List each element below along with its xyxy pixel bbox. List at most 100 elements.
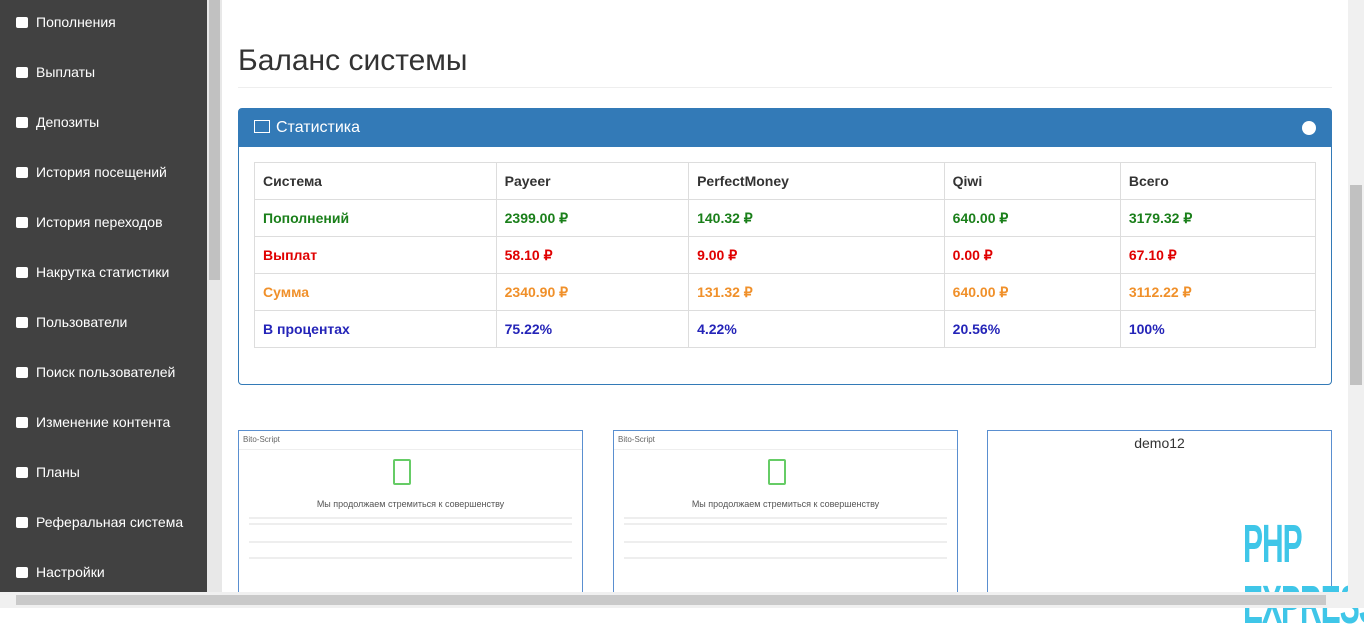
menu-icon <box>16 167 28 178</box>
menu-item[interactable]: Накрутка статистики <box>16 262 169 282</box>
table-cell: 2340.90 ₽ <box>495 273 690 311</box>
thumb-line <box>624 517 947 519</box>
thumb-line <box>249 523 572 525</box>
header-cell: PerfectMoney <box>688 162 945 200</box>
table-cell: 75.22% <box>495 310 690 348</box>
table-header: Система Payeer PerfectMoney Qiwi Всего <box>254 162 1317 200</box>
divider <box>238 87 1332 88</box>
table-cell: В процентах <box>254 310 497 348</box>
menu-icon <box>16 467 28 478</box>
menu-label: Накрутка статистики <box>36 264 170 280</box>
menu-label: Поиск пользователей <box>36 364 176 380</box>
menu-icon <box>16 317 28 328</box>
header-cell: Payeer <box>495 162 690 200</box>
menu-label: Выплаты <box>36 64 96 80</box>
menu-item[interactable]: Настройки <box>16 562 105 582</box>
header-cell: Система <box>254 162 497 200</box>
table-cell: 67.10 ₽ <box>1119 236 1317 274</box>
table-cell: Выплат <box>254 236 497 274</box>
menu-label: Пользователи <box>36 314 128 330</box>
menu-icon <box>16 17 28 28</box>
menu-icon <box>16 217 28 228</box>
table-cell: 140.32 ₽ <box>688 199 945 237</box>
menu-item[interactable]: Пользователи <box>16 312 127 332</box>
panel-header: Статистика <box>239 109 1331 147</box>
table-cell: 131.32 ₽ <box>688 273 945 311</box>
thumb-line <box>249 557 572 559</box>
thumb-line <box>624 523 947 525</box>
menu-icon <box>16 417 28 428</box>
thumb-line <box>624 541 947 543</box>
thumbnail[interactable]: Bito-Script Мы продолжаем стремиться к со… <box>613 430 958 594</box>
panel-title: Статистика <box>276 119 361 136</box>
menu-item[interactable]: Депозиты <box>16 112 99 132</box>
image-alt: demo12 <box>1134 435 1185 451</box>
table-cell: 58.10 ₽ <box>495 236 690 274</box>
menu-item[interactable]: История посещений <box>16 162 167 182</box>
thumb-headline: Мы продолжаем стремиться к совершенству <box>691 499 880 509</box>
menu-item[interactable]: Планы <box>16 462 80 482</box>
table-cell: 640.00 ₽ <box>943 273 1121 311</box>
table-cell: 3179.32 ₽ <box>1119 199 1317 237</box>
menu-label: Планы <box>36 464 80 480</box>
table-row: Пополнений 2399.00 ₽140.32 ₽640.00 ₽3179.… <box>254 199 1317 237</box>
thumb-headline: Мы продолжаем стремиться к совершенству <box>316 499 505 509</box>
menu-icon <box>16 517 28 528</box>
menu-item[interactable]: Изменение контента <box>16 412 170 432</box>
menu-item[interactable]: Поиск пользователей <box>16 362 175 382</box>
header-cell: Qiwi <box>943 162 1121 200</box>
menu-label: Пополнения <box>36 14 116 30</box>
menu-item[interactable]: Реферальная система <box>16 512 183 532</box>
table-cell: 4.22% <box>688 310 945 348</box>
table-row: Сумма 2340.90 ₽131.32 ₽640.00 ₽3112.22 ₽ <box>254 273 1317 311</box>
menu-item[interactable]: История переходов <box>16 212 163 232</box>
stats-table: Система Payeer PerfectMoney Qiwi Всего Пополн… <box>254 162 1317 348</box>
thumbnail[interactable]: Bito-Script Мы продолжаем стремиться к со… <box>238 430 583 594</box>
thumb-brand: Bito-Script <box>243 435 280 444</box>
table-row: Выплат 58.10 ₽9.00 ₽0.00 ₽67.10 ₽ <box>254 236 1317 274</box>
scrollbar[interactable] <box>0 592 1364 608</box>
table-row: В процентах 75.22% 4.22% 20.56% 100% <box>254 310 1317 348</box>
table-cell: 9.00 ₽ <box>688 236 945 274</box>
thumb-line <box>249 517 572 519</box>
scrollbar[interactable] <box>1348 0 1364 592</box>
menu-label: История посещений <box>36 164 167 180</box>
menu-label: Депозиты <box>36 114 100 130</box>
table-cell: 2399.00 ₽ <box>495 199 690 237</box>
table-cell: Сумма <box>254 273 497 311</box>
table-cell: 100% <box>1119 310 1317 348</box>
menu-icon <box>16 267 28 278</box>
watermark: PHP EXPRESS <box>1243 515 1364 636</box>
menu-icon <box>16 567 28 578</box>
page-title: Баланс системы <box>238 44 468 77</box>
help-icon[interactable] <box>1302 121 1316 135</box>
thumb-brand: Bito-Script <box>618 435 655 444</box>
thumb-logo <box>393 459 411 485</box>
menu-icon <box>16 67 28 78</box>
sidebar: Пополнения Выплаты Депозиты История посещен… <box>0 0 207 608</box>
menu-item[interactable]: Пополнения <box>16 12 116 32</box>
thumb-navbar <box>614 431 957 450</box>
thumb-navbar <box>239 431 582 450</box>
header-cell: Всего <box>1119 162 1317 200</box>
scrollbar[interactable] <box>207 0 222 592</box>
table-cell: 640.00 ₽ <box>943 199 1121 237</box>
menu-label: История переходов <box>36 214 163 230</box>
menu-label: Изменение контента <box>36 414 171 430</box>
table-cell: 20.56% <box>943 310 1121 348</box>
thumbnail[interactable]: demo12 <box>987 430 1332 594</box>
thumb-line <box>624 557 947 559</box>
stats-panel: Статистика Система Payeer PerfectMoney Qiwi… <box>238 108 1332 385</box>
menu-icon <box>16 367 28 378</box>
thumb-line <box>249 541 572 543</box>
menu-item[interactable]: Выплаты <box>16 62 95 82</box>
table-cell: Пополнений <box>254 199 497 237</box>
table-cell: 3112.22 ₽ <box>1119 273 1317 311</box>
menu-icon <box>16 117 28 128</box>
thumb-logo <box>768 459 786 485</box>
menu-label: Настройки <box>36 564 105 580</box>
menu-label: Реферальная система <box>36 514 184 530</box>
table-cell: 0.00 ₽ <box>943 236 1121 274</box>
